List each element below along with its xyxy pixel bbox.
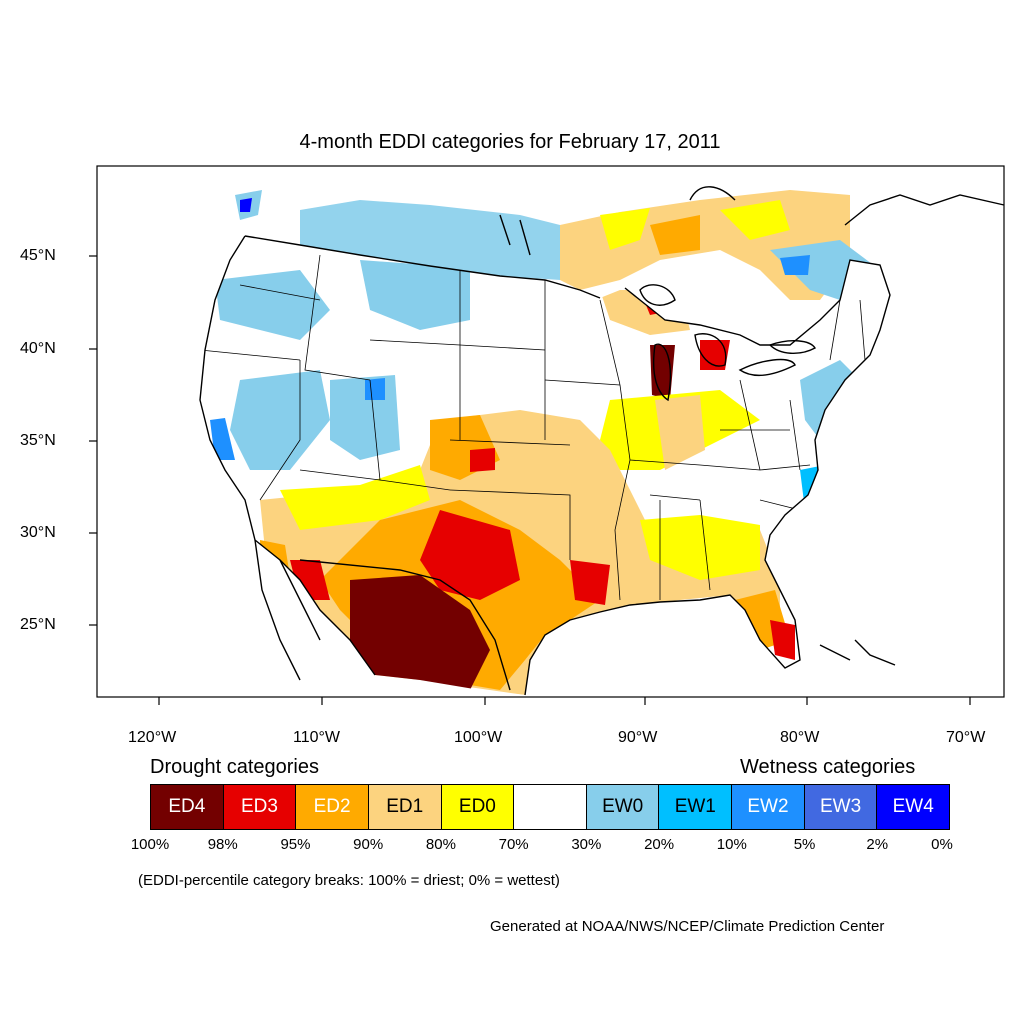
- legend-box-ed4: ED4: [151, 785, 224, 829]
- lat-label-25n: 25°N: [20, 616, 56, 633]
- lat-label-35n: 35°N: [20, 432, 56, 449]
- lon-label-120w: 120°W: [128, 729, 177, 746]
- legend-box-ed0: ED0: [441, 785, 515, 829]
- legend-break-label: 95%: [280, 836, 311, 853]
- legend-box-neutral: [514, 785, 587, 829]
- legend-break-label: 2%: [866, 836, 889, 853]
- legend-break-label: 80%: [425, 836, 456, 853]
- legend-box-ed2: ED2: [296, 785, 369, 829]
- legend-break-label: 5%: [793, 836, 816, 853]
- lat-label-40n: 40°N: [20, 340, 56, 357]
- legend-break-label: 90%: [353, 836, 384, 853]
- legend-break-label: 70%: [498, 836, 529, 853]
- wetness-categories-title: Wetness categories: [740, 756, 916, 778]
- lon-label-70w: 70°W: [946, 729, 986, 746]
- map-frame: [96, 165, 1005, 698]
- legend-box-ed3: ED3: [223, 785, 297, 829]
- legend-break-label: 0%: [931, 836, 953, 853]
- legend-break-label: 98%: [207, 836, 238, 853]
- credit-text: Generated at NOAA/NWS/NCEP/Climate Predi…: [490, 918, 885, 935]
- lon-label-100w: 100°W: [454, 729, 503, 746]
- lon-label-110w: 110°W: [293, 729, 341, 746]
- legend-box-ed1: ED1: [368, 785, 442, 829]
- legend-box-ew2: EW2: [732, 785, 805, 829]
- legend-box-ew1: EW1: [659, 785, 733, 829]
- category-note: (EDDI-percentile category breaks: 100% =…: [138, 872, 560, 889]
- legend-box-ew0: EW0: [586, 785, 660, 829]
- legend-break-label: 20%: [644, 836, 675, 853]
- drought-categories-title: Drought categories: [150, 756, 319, 778]
- map-title: 4-month EDDI categories for February 17,…: [299, 131, 721, 153]
- lat-label-45n: 45°N: [20, 247, 56, 264]
- legend-colorbar: ED4 ED3 ED2 ED1 ED0 EW0 EW1 EW2 EW3 EW4: [150, 784, 950, 830]
- legend-box-ew4: EW4: [877, 785, 950, 829]
- legend-break-label: 30%: [571, 836, 602, 853]
- legend-break-label: 100%: [130, 836, 170, 853]
- legend-box-ew3: EW3: [804, 785, 878, 829]
- lon-label-90w: 90°W: [618, 729, 658, 746]
- lon-label-80w: 80°W: [780, 729, 820, 746]
- lat-label-30n: 30°N: [20, 524, 56, 541]
- legend-break-label: 10%: [716, 836, 747, 853]
